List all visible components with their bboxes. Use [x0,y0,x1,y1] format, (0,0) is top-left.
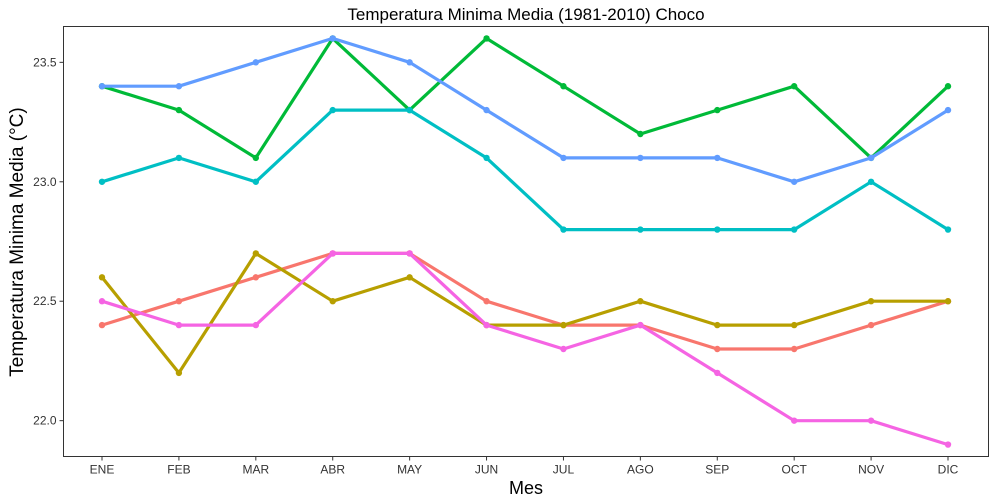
data-point [175,83,183,90]
data-point [867,154,875,162]
y-tick-label: 22.5 [33,294,57,308]
data-point [867,321,875,329]
data-point [483,154,490,162]
x-tick-label: DIC [938,463,959,477]
y-axis-title: Temperatura Minima Media (°C) [7,107,28,376]
y-tick-label: 23.0 [33,175,57,189]
series-6 [98,250,952,448]
x-tick-label: ENE [90,463,115,477]
data-point [714,154,721,162]
data-point [252,178,260,185]
x-tick-label: AGO [627,463,654,477]
data-point [637,130,644,138]
data-point [252,59,260,66]
chart-title: Temperatura Minima Media (1981-2010) Cho… [347,5,704,24]
data-point [329,106,336,114]
plot-panel-border [63,26,989,457]
data-point [637,298,644,305]
series-line [100,108,950,232]
data-point [329,35,336,42]
data-point [175,321,183,329]
x-tick-label: OCT [782,463,808,477]
x-tick-label: FEB [167,463,190,477]
y-tick-label: 23.5 [33,55,57,69]
x-tick-label: SEP [705,463,729,477]
series-line [100,251,950,351]
data-point [790,417,798,424]
data-point [98,298,106,305]
y-tick-label: 22.0 [33,414,57,428]
axis-layer: 22.0 22.5 23.0 23.5 ENE FEB MAR ABR MAY JUN JUL AGO… [33,55,959,476]
data-point [867,298,875,305]
data-point [560,154,567,162]
series-line [100,251,950,447]
x-axis-title: Mes [509,478,543,498]
x-tick-label: MAY [397,463,422,477]
data-point [790,321,798,329]
x-tick-label: ABR [320,463,345,477]
series-5 [98,35,952,185]
data-point [944,226,952,233]
data-point [98,274,106,281]
x-tick-label: JUN [475,463,498,477]
data-point [560,226,567,233]
data-point [98,83,106,90]
data-point [714,369,721,377]
data-point [637,226,644,233]
series-line [100,36,950,184]
data-point [483,106,490,114]
data-point [714,106,721,114]
series-3 [98,35,952,162]
data-point [252,154,260,162]
series-line [100,36,950,160]
data-point [175,298,183,305]
x-tick-label: NOV [858,463,884,477]
data-point [252,274,260,281]
data-point [483,321,490,329]
data-point [329,250,336,257]
data-point [406,106,413,114]
data-point [252,321,260,329]
series-layer [98,35,952,448]
data-point [944,441,952,448]
data-point [714,345,721,353]
data-point [560,321,567,329]
data-point [560,83,567,90]
data-point [98,321,106,329]
data-point [867,178,875,185]
data-point [790,178,798,185]
x-tick-label: MAR [242,463,269,477]
data-point [252,250,260,257]
data-point [560,345,567,353]
data-point [714,321,721,329]
data-point [637,154,644,162]
data-point [98,178,106,185]
series-line [100,251,950,375]
data-point [790,226,798,233]
data-point [790,83,798,90]
data-point [944,83,952,90]
series-4 [98,106,952,233]
data-point [714,226,721,233]
data-point [637,321,644,329]
data-point [406,250,413,257]
data-point [175,369,183,377]
data-point [944,106,952,114]
data-point [329,298,336,305]
data-point [406,274,413,281]
data-point [944,298,952,305]
data-point [483,35,490,42]
data-point [483,298,490,305]
data-point [175,154,183,162]
data-point [867,417,875,424]
data-point [406,59,413,66]
data-point [175,106,183,114]
x-tick-label: JUL [553,463,575,477]
data-point [790,345,798,353]
